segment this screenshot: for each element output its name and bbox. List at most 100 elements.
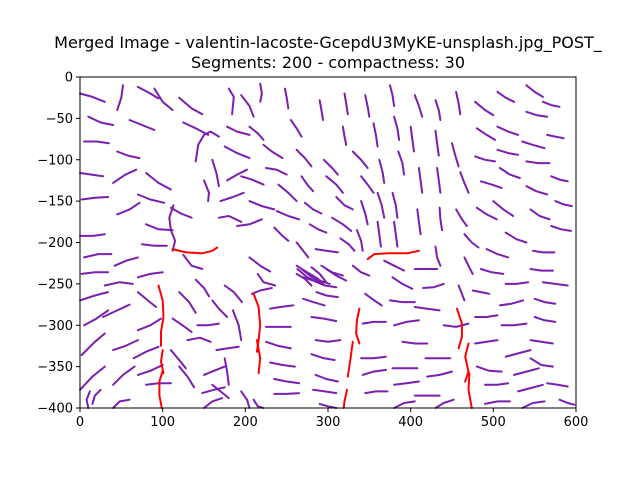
segment-line-168 bbox=[451, 142, 460, 168]
segment-line-140 bbox=[391, 191, 399, 219]
segment-line-121 bbox=[341, 125, 348, 146]
segment-line-155 bbox=[422, 282, 445, 289]
segment-line-198 bbox=[517, 383, 544, 393]
segment-line-54 bbox=[201, 386, 226, 395]
segment-line-75 bbox=[259, 82, 263, 103]
highlight-line-6 bbox=[255, 339, 262, 375]
segment-line-50 bbox=[194, 278, 210, 298]
segment-line-94 bbox=[303, 201, 323, 215]
segment-line-181 bbox=[475, 127, 496, 141]
y-tick-label-8: −400 bbox=[37, 402, 73, 417]
segment-line-92 bbox=[295, 148, 313, 168]
segment-line-141 bbox=[393, 220, 399, 248]
highlight-line-3 bbox=[160, 349, 165, 375]
segment-line-102 bbox=[302, 276, 338, 289]
segment-line-24 bbox=[136, 85, 160, 100]
segment-line-162 bbox=[438, 206, 444, 232]
x-tick-label-5: 500 bbox=[481, 415, 506, 430]
segment-line-60 bbox=[226, 168, 248, 182]
segment-line-214 bbox=[550, 175, 569, 183]
segment-line-52 bbox=[186, 336, 212, 343]
segment-line-63 bbox=[236, 218, 263, 227]
segment-line-173 bbox=[457, 284, 466, 302]
segment-line-178 bbox=[484, 382, 510, 386]
segment-line-91 bbox=[289, 119, 303, 138]
highlight-line-2 bbox=[157, 284, 165, 347]
segment-line-86 bbox=[269, 361, 296, 368]
segment-line-62 bbox=[217, 215, 243, 223]
segment-line-42 bbox=[169, 206, 193, 219]
segment-line-193 bbox=[504, 281, 530, 285]
segment-line-57 bbox=[226, 125, 251, 136]
x-axis: 0 100 200 300 400 500 600 bbox=[76, 408, 588, 430]
segment-line-114 bbox=[318, 99, 324, 121]
segment-line-11 bbox=[79, 365, 106, 391]
highlight-line-7 bbox=[355, 307, 361, 345]
segment-line-209 bbox=[533, 316, 557, 323]
y-tick-label-6: −300 bbox=[37, 319, 73, 334]
segment-line-149 bbox=[393, 400, 416, 409]
segment-line-25 bbox=[128, 119, 156, 131]
x-tick-label-0: 0 bbox=[76, 415, 84, 430]
segment-line-170 bbox=[455, 208, 468, 227]
segment-line-47 bbox=[171, 317, 193, 333]
segment-line-78 bbox=[277, 183, 298, 203]
segment-line-18 bbox=[113, 256, 139, 267]
segment-line-196 bbox=[504, 349, 532, 358]
segment-line-6 bbox=[83, 253, 113, 259]
segment-line-31 bbox=[136, 291, 158, 308]
segment-line-138 bbox=[393, 115, 401, 141]
segment-line-90 bbox=[284, 87, 290, 110]
segment-line-219 bbox=[558, 398, 576, 406]
segment-line-150 bbox=[413, 94, 424, 118]
segment-line-122 bbox=[351, 150, 369, 169]
segment-line-159 bbox=[434, 99, 442, 121]
segment-line-153 bbox=[416, 208, 422, 236]
segment-line-165 bbox=[426, 370, 453, 378]
segment-line-13 bbox=[85, 390, 91, 409]
segment-line-9 bbox=[83, 309, 110, 327]
segment-line-112 bbox=[312, 388, 338, 395]
segment-line-177 bbox=[475, 365, 503, 373]
segment-line-137 bbox=[389, 84, 396, 107]
segment-line-205 bbox=[529, 208, 551, 221]
segment-line-76 bbox=[262, 143, 284, 160]
segment-line-207 bbox=[529, 268, 554, 272]
segment-line-189 bbox=[496, 125, 520, 136]
y-tick-label-4: −200 bbox=[37, 236, 73, 251]
highlight-line-1 bbox=[366, 249, 420, 261]
segment-line-217 bbox=[541, 281, 569, 287]
segment-line-51 bbox=[196, 322, 220, 327]
segment-line-2 bbox=[83, 140, 110, 145]
segment-line-15 bbox=[116, 150, 141, 160]
segment-line-211 bbox=[529, 357, 554, 368]
segment-line-106 bbox=[315, 291, 339, 299]
x-tick-label-2: 200 bbox=[233, 415, 258, 430]
segment-line-113 bbox=[318, 402, 338, 409]
segment-line-8 bbox=[79, 291, 110, 302]
y-tick-label-3: −150 bbox=[37, 195, 73, 210]
segment-line-43 bbox=[169, 229, 177, 252]
segment-line-169 bbox=[459, 171, 470, 194]
segment-line-105 bbox=[325, 268, 348, 282]
segment-line-69 bbox=[211, 383, 230, 400]
segment-line-175 bbox=[474, 314, 499, 318]
segment-line-208 bbox=[533, 297, 557, 305]
segment-line-200 bbox=[525, 84, 544, 98]
segment-line-88 bbox=[273, 392, 301, 395]
segment-line-10 bbox=[80, 332, 106, 356]
segment-line-14 bbox=[116, 84, 124, 112]
segment-line-174 bbox=[471, 289, 491, 295]
segment-line-87 bbox=[273, 378, 301, 385]
segment-line-186 bbox=[479, 268, 505, 275]
segment-line-213 bbox=[546, 133, 565, 140]
segment-line-115 bbox=[322, 158, 339, 176]
segment-line-80 bbox=[273, 226, 290, 242]
segment-line-67 bbox=[215, 345, 240, 352]
y-tick-label-5: −250 bbox=[37, 277, 73, 292]
segment-line-81 bbox=[250, 287, 273, 295]
segment-line-142 bbox=[383, 259, 406, 272]
segment-line-116 bbox=[325, 175, 344, 194]
segment-line-17 bbox=[116, 201, 141, 216]
